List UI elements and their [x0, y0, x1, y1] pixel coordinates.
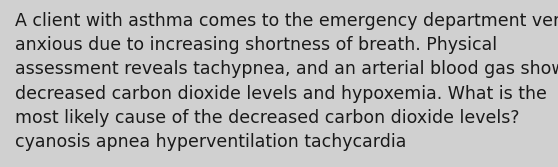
Text: A client with asthma comes to the emergency department very
anxious due to incre: A client with asthma comes to the emerge… — [15, 12, 558, 151]
